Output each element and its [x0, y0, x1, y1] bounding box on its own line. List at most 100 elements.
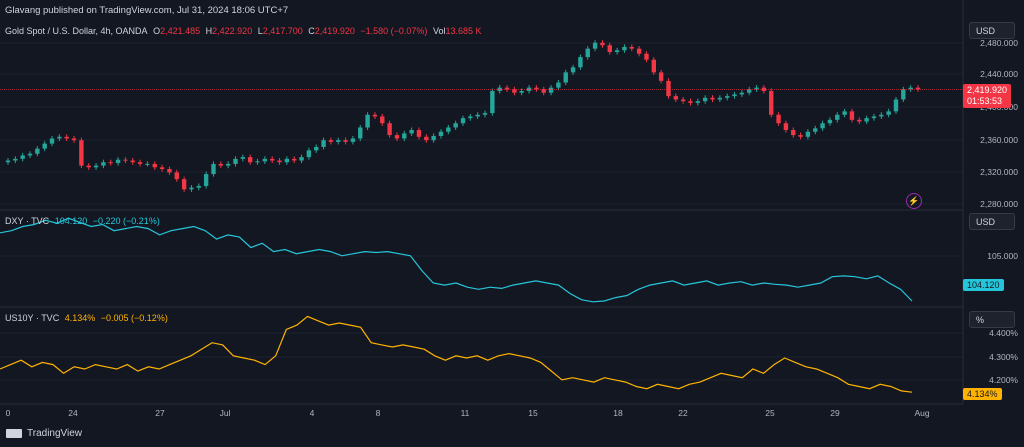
gold-currency-button[interactable]: USD [969, 22, 1015, 39]
gold-candle-body [600, 42, 605, 46]
gold-candle-body [519, 91, 524, 93]
gold-candle [732, 91, 737, 99]
gold-candle-body [211, 163, 216, 175]
gold-candle [695, 98, 701, 106]
gold-candle [262, 156, 268, 164]
gold-candle [225, 161, 231, 169]
gold-candle [688, 98, 693, 106]
tradingview-footer[interactable]: TradingView [6, 428, 82, 439]
gold-candle-body [835, 114, 840, 120]
gold-candle-body [490, 91, 495, 114]
dxy-series-line [0, 217, 913, 303]
gold-candle-body [438, 131, 444, 136]
gold-candle [658, 69, 664, 84]
gold-legend: Gold Spot / U.S. Dollar, 4h, OANDA O2,42… [5, 26, 484, 36]
dxy-tick-label: 105.000 [987, 251, 1018, 261]
x-tick-label: 11 [460, 408, 470, 418]
us10y-change: −0.005 (−0.12%) [100, 313, 168, 323]
gold-candle-body [64, 136, 69, 139]
gold-candle-body [776, 114, 781, 124]
gold-candle [915, 85, 921, 92]
gold-candle-body [233, 158, 238, 164]
gold-candle [893, 96, 899, 114]
gold-volume: Vol13.685 K [432, 26, 482, 36]
gold-candle-body [27, 153, 33, 156]
gold-candle-body [225, 163, 231, 166]
gold-candle-body [218, 163, 224, 166]
gold-candles [5, 40, 921, 192]
gold-candle [416, 127, 422, 140]
gold-candle-body [504, 87, 510, 90]
gold-candle [636, 46, 642, 57]
gold-candle [446, 124, 451, 135]
gold-candle [13, 156, 18, 164]
gold-candle-body [460, 118, 466, 124]
gold-candle-body [358, 127, 363, 139]
gold-candle-body [636, 48, 642, 54]
gold-last-price: 2,419.920 [967, 85, 1008, 95]
gold-open: O2,421.485 [153, 26, 201, 36]
gold-candle-body [702, 97, 708, 102]
gold-candle-body [255, 161, 260, 163]
gold-candle [358, 124, 363, 142]
gold-candle [497, 85, 502, 94]
gold-candle [299, 154, 304, 164]
gold-title: Gold Spot / U.S. Dollar, 4h, OANDA [5, 26, 148, 36]
gold-candle [292, 156, 297, 164]
gold-candle-body [57, 136, 62, 139]
gold-candle-body [93, 165, 99, 168]
gold-candle-body [446, 127, 451, 132]
gold-candle [71, 135, 77, 143]
gold-candle-body [849, 111, 855, 120]
gold-tick-label: 2,360.000 [980, 135, 1018, 145]
gold-candle [886, 108, 891, 118]
gold-candle-body [688, 101, 693, 103]
us10y-currency-button[interactable]: % [969, 311, 1015, 328]
gold-candle [849, 108, 855, 123]
gold-candle-body [159, 167, 165, 170]
gold-candle [115, 157, 121, 166]
gold-candle-body [908, 87, 913, 90]
gold-candle [556, 80, 561, 91]
gold-candle-body [827, 119, 833, 124]
gold-candle [761, 85, 767, 94]
gold-candle-body [680, 99, 686, 102]
gold-candle-body [468, 116, 473, 119]
gold-candle [644, 51, 649, 63]
gold-candle-body [372, 114, 378, 117]
gold-candle-body [475, 114, 480, 117]
gold-candle [666, 78, 671, 99]
gold-candle [64, 134, 69, 142]
gold-candle-body [115, 159, 121, 164]
gold-candle [93, 163, 99, 170]
gold-candle-body [563, 72, 568, 83]
gold-candle-body [622, 46, 627, 51]
gold-candle-body [284, 158, 290, 163]
gold-candle-body [123, 159, 128, 161]
gold-candle [137, 159, 143, 167]
gold-candle-body [526, 87, 532, 92]
gold-candle [475, 112, 480, 119]
gold-candle-body [585, 48, 590, 58]
gold-candle [101, 159, 106, 169]
gold-candle-body [402, 133, 407, 139]
us10y-legend: US10Y · TVC 4.134% −0.005 (−0.12%) [5, 313, 171, 323]
lightning-icon[interactable]: ⚡ [906, 193, 922, 209]
x-tick-label: 4 [309, 408, 315, 418]
gold-candle-body [262, 158, 268, 162]
x-tick-label: 22 [678, 408, 688, 418]
gold-candle [350, 135, 356, 145]
gold-tick-label: 2,440.000 [980, 69, 1018, 79]
gold-candle [857, 117, 862, 125]
gold-candle-body [101, 162, 106, 166]
gold-candle-body [791, 130, 796, 136]
gold-candle-body [724, 96, 730, 98]
gold-candle [592, 40, 598, 52]
dxy-currency-button[interactable]: USD [969, 213, 1015, 230]
x-tick-label: Jul [219, 408, 231, 418]
gold-candle [791, 127, 796, 138]
gold-candle-body [49, 138, 55, 144]
gold-candle-body [130, 160, 135, 163]
gold-candle [614, 47, 620, 55]
